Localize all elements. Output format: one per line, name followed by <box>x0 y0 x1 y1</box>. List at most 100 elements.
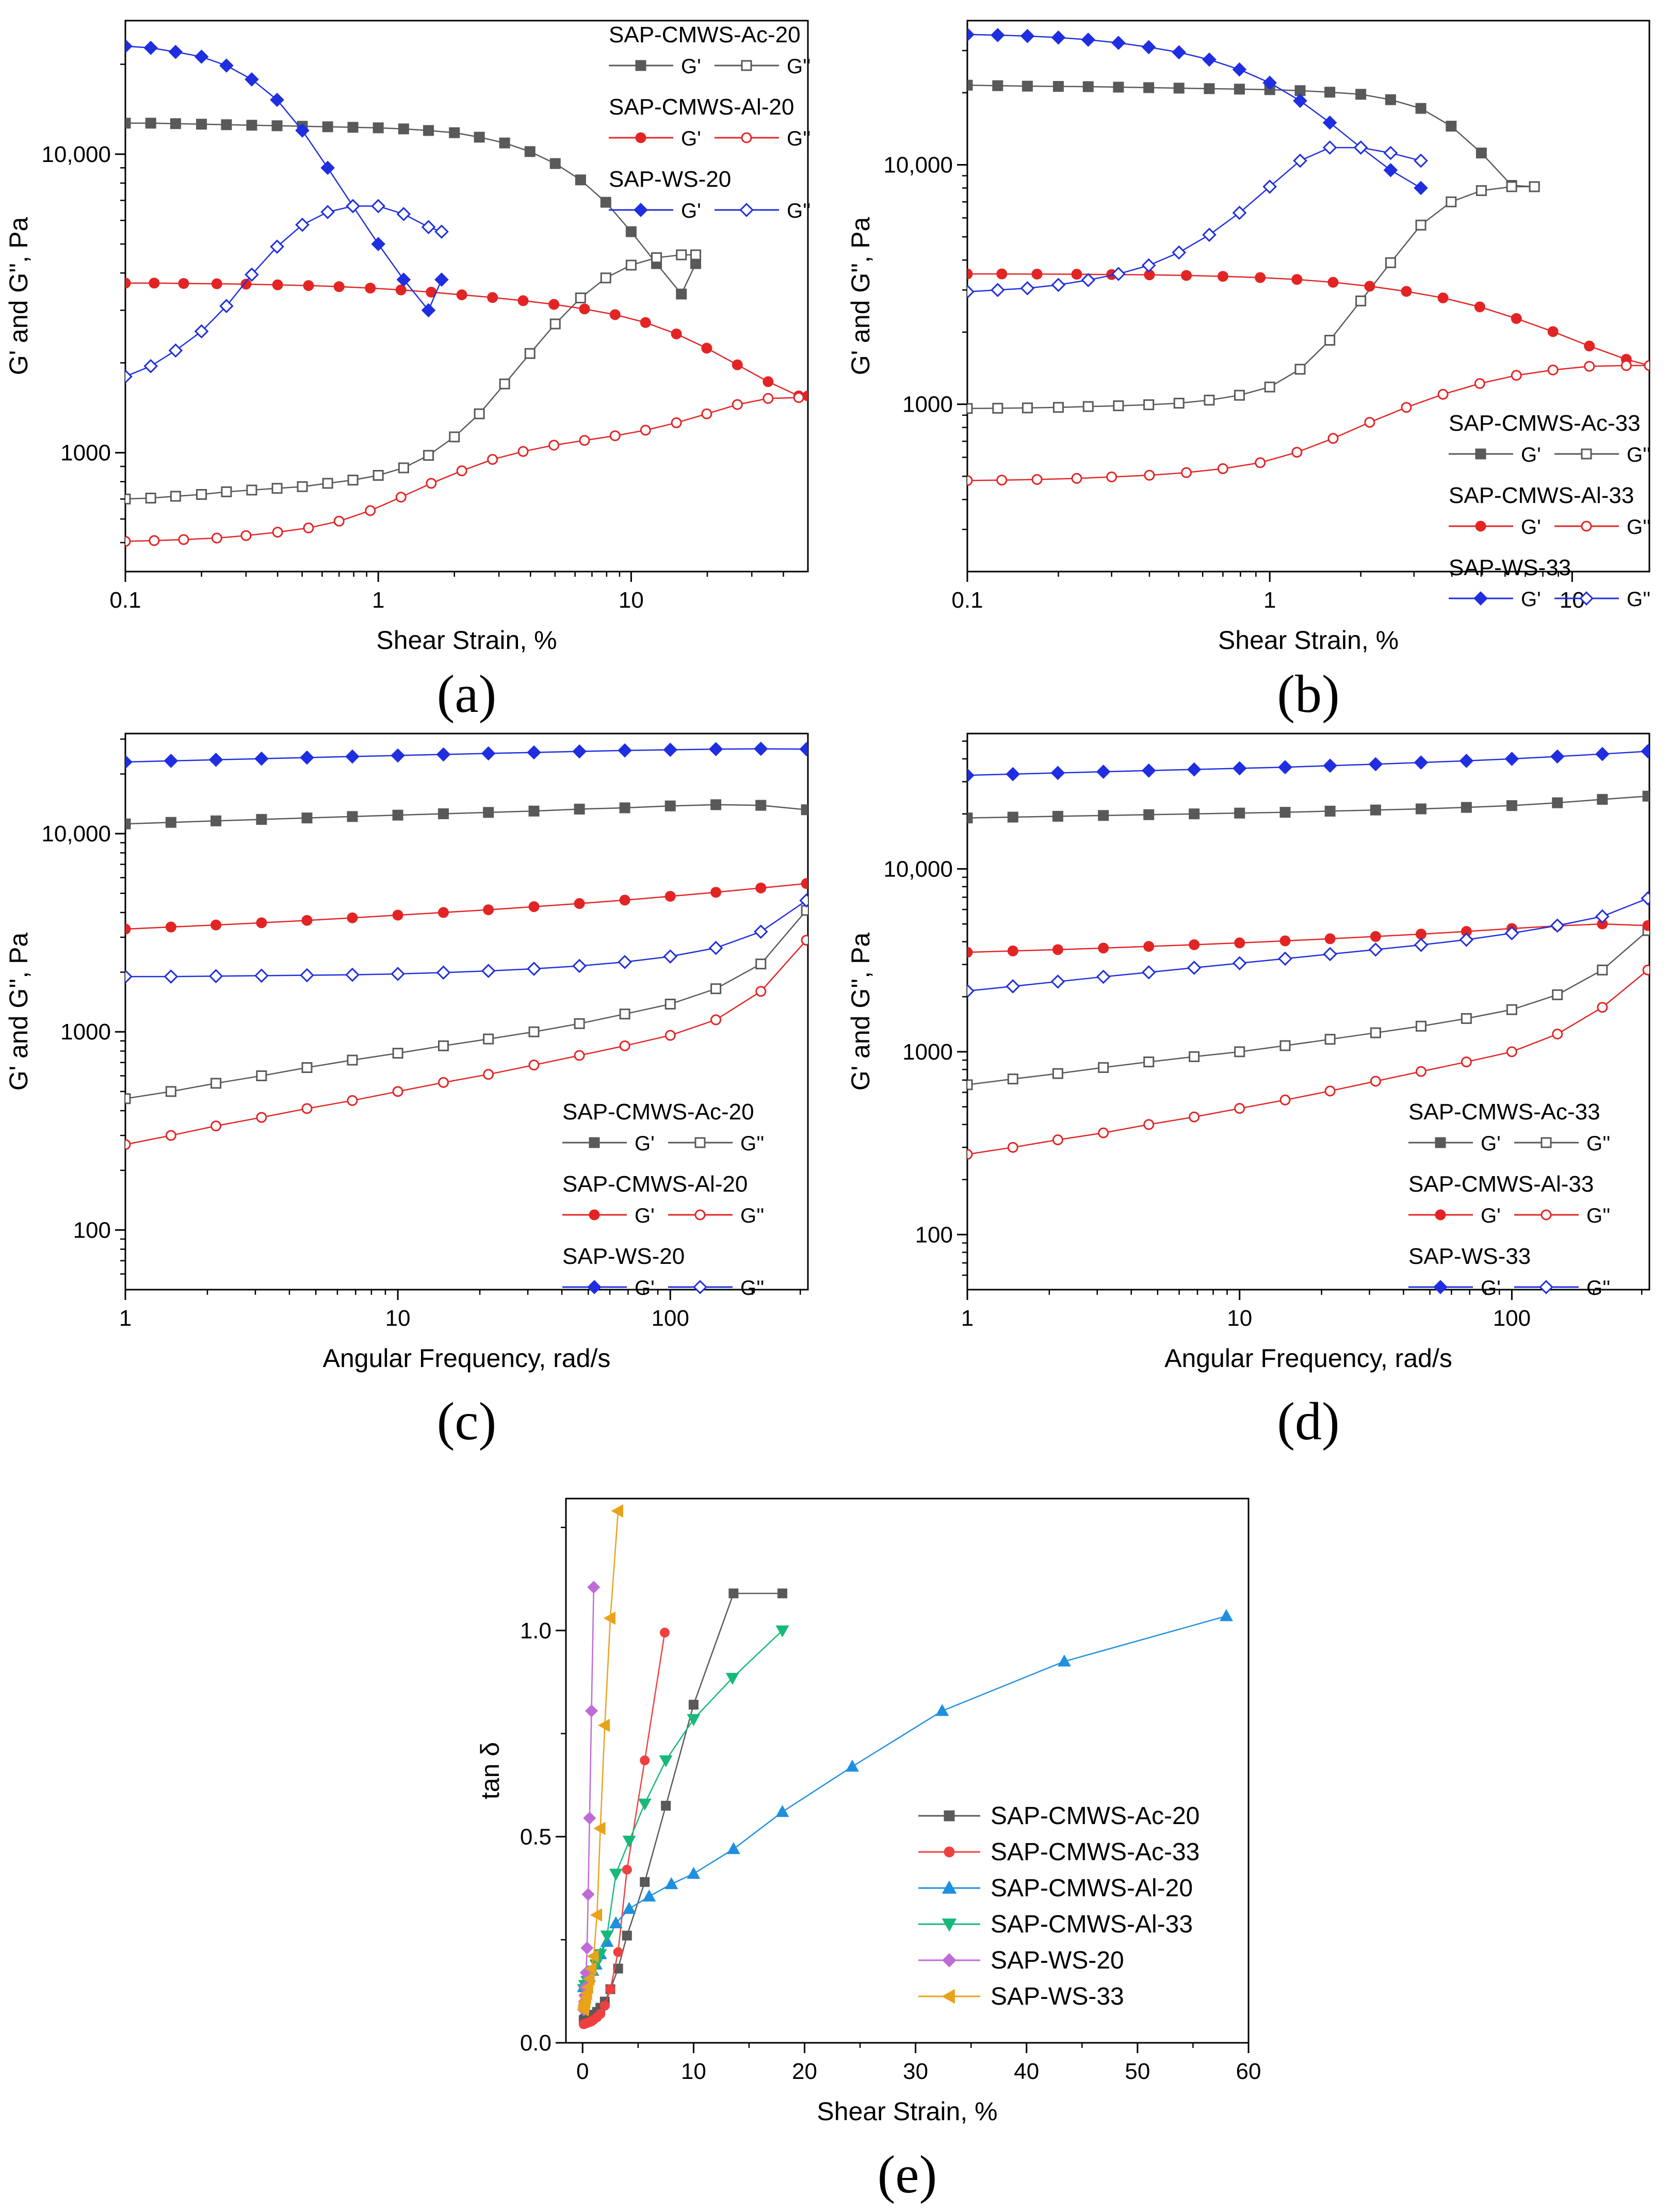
data-point <box>1232 956 1247 971</box>
data-point <box>1052 1134 1063 1146</box>
data-point <box>196 119 207 130</box>
data-point <box>664 800 676 811</box>
data-point <box>1006 979 1020 994</box>
data-point <box>303 280 314 291</box>
data-point <box>664 890 676 902</box>
legend-label: G' <box>1481 1277 1501 1299</box>
series-group <box>967 27 1649 486</box>
data-point <box>600 197 611 208</box>
data-point <box>622 1901 636 1914</box>
data-point <box>300 968 314 983</box>
data-point <box>996 475 1008 486</box>
data-point <box>1368 757 1383 772</box>
data-point <box>434 224 449 239</box>
data-point <box>301 1062 313 1074</box>
data-point <box>1006 767 1020 782</box>
data-point <box>1189 1111 1200 1123</box>
data-point <box>524 348 536 359</box>
data-point <box>347 122 359 133</box>
data-point <box>1355 89 1367 100</box>
legend-marker <box>1579 591 1594 606</box>
series-line <box>967 147 1421 292</box>
legend-title: SAP-WS-20 <box>562 1244 685 1269</box>
x-tick-label: 50 <box>1125 2059 1150 2084</box>
legend-marker <box>1581 448 1592 460</box>
data-point <box>1446 121 1457 132</box>
data-point <box>1051 30 1066 45</box>
data-point <box>619 894 630 906</box>
data-point <box>210 1120 222 1132</box>
data-point <box>483 1033 494 1045</box>
data-point <box>726 1842 740 1855</box>
data-point <box>1368 942 1383 957</box>
y-tick-label: 0.5 <box>520 1824 552 1849</box>
data-point <box>246 484 257 496</box>
legend-marker <box>634 203 648 217</box>
series-line <box>125 748 807 763</box>
data-point <box>392 1086 403 1097</box>
data-point <box>549 318 561 330</box>
data-point <box>1461 1013 1472 1024</box>
legend-label: G'' <box>1586 1132 1610 1155</box>
data-point <box>1506 1046 1517 1058</box>
data-point <box>499 378 510 389</box>
data-point <box>528 805 540 817</box>
data-point <box>1113 82 1124 93</box>
data-point <box>125 278 131 289</box>
data-point <box>753 924 768 939</box>
legend-label: SAP-WS-33 <box>991 1983 1124 2010</box>
data-point <box>437 1077 449 1088</box>
x-tick-label: 1 <box>1263 588 1276 613</box>
data-point <box>168 44 183 59</box>
data-point <box>585 1704 598 1718</box>
data-point <box>436 747 451 762</box>
legend-label: G' <box>1521 516 1541 539</box>
data-point <box>1504 926 1519 940</box>
data-point <box>1414 153 1428 168</box>
y-tick-label: 0.0 <box>520 2030 552 2056</box>
data-point <box>1232 761 1247 776</box>
legend-marker <box>739 203 754 217</box>
legend-marker <box>942 1989 955 2004</box>
legend-label: G' <box>635 1277 655 1299</box>
data-point <box>219 299 234 314</box>
series-line <box>967 930 1648 1086</box>
data-point <box>347 1054 358 1066</box>
data-point <box>1020 281 1035 296</box>
data-point <box>395 492 407 503</box>
data-point <box>391 748 405 763</box>
data-point <box>1279 1094 1291 1105</box>
data-point <box>992 80 1003 91</box>
data-point <box>1595 746 1610 761</box>
data-point <box>687 1866 701 1879</box>
legend-marker <box>1433 1280 1448 1294</box>
data-point <box>333 281 345 292</box>
series-line <box>967 751 1648 776</box>
data-point <box>1081 273 1096 287</box>
data-point <box>1324 805 1336 817</box>
data-point <box>1597 964 1608 975</box>
data-point <box>1327 276 1339 288</box>
data-point <box>1584 340 1595 352</box>
data-point <box>1383 145 1398 160</box>
data-point <box>125 1139 131 1150</box>
legend-marker <box>694 1209 706 1221</box>
data-point <box>580 1941 594 1955</box>
data-point <box>125 493 131 505</box>
series-line <box>125 900 807 978</box>
data-point <box>1181 467 1192 478</box>
data-point <box>575 292 586 304</box>
legend-marker <box>944 1846 955 1858</box>
data-point <box>1255 272 1266 283</box>
legend-marker <box>587 1280 602 1294</box>
data-point <box>1364 417 1375 428</box>
data-point <box>710 1014 722 1026</box>
legend-label: G' <box>1481 1132 1501 1155</box>
y-tick-label: 1000 <box>902 392 953 417</box>
series-line <box>967 898 1648 992</box>
data-point <box>372 122 384 134</box>
data-point <box>483 1069 494 1080</box>
x-tick-label: 1 <box>961 1306 974 1331</box>
data-point <box>437 1040 449 1051</box>
data-point <box>967 284 975 299</box>
